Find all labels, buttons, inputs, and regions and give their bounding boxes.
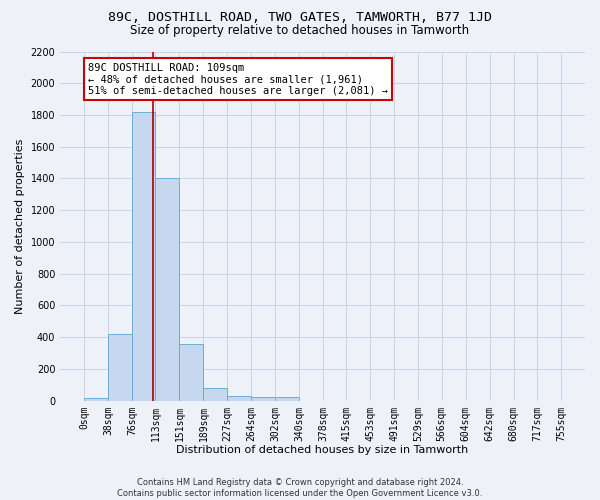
Text: Contains HM Land Registry data © Crown copyright and database right 2024.
Contai: Contains HM Land Registry data © Crown c…	[118, 478, 482, 498]
Bar	[155, 178, 179, 400]
Y-axis label: Number of detached properties: Number of detached properties	[15, 138, 25, 314]
Bar	[227, 396, 251, 400]
X-axis label: Distribution of detached houses by size in Tamworth: Distribution of detached houses by size …	[176, 445, 469, 455]
Text: 89C, DOSTHILL ROAD, TWO GATES, TAMWORTH, B77 1JD: 89C, DOSTHILL ROAD, TWO GATES, TAMWORTH,…	[108, 11, 492, 24]
Bar	[132, 112, 155, 401]
Text: Size of property relative to detached houses in Tamworth: Size of property relative to detached ho…	[130, 24, 470, 37]
Text: 89C DOSTHILL ROAD: 109sqm
← 48% of detached houses are smaller (1,961)
51% of se: 89C DOSTHILL ROAD: 109sqm ← 48% of detac…	[88, 62, 388, 96]
Bar	[84, 398, 108, 400]
Bar	[251, 397, 275, 400]
Bar	[179, 344, 203, 400]
Bar	[108, 334, 132, 400]
Bar	[203, 388, 227, 400]
Bar	[275, 397, 299, 400]
